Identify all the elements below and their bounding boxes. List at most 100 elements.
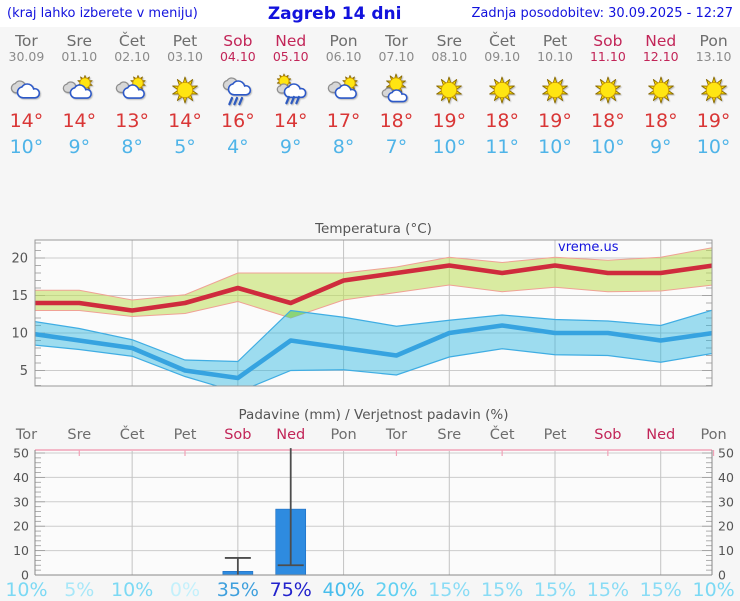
day-date: 05.10 [272, 49, 309, 64]
precipitation-probability: 10% [692, 579, 735, 601]
day-name: Čet [118, 32, 146, 50]
svg-text:40: 40 [718, 470, 734, 485]
low-temperature: 10° [9, 136, 44, 158]
page-title: Zagreb 14 dni [267, 3, 402, 24]
day-date: 12.10 [642, 49, 679, 64]
day-name: Pet [542, 32, 568, 50]
low-temperature: 5° [174, 136, 196, 158]
high-temperature: 14° [62, 110, 97, 132]
precipitation-probability: 15% [586, 579, 629, 601]
low-temperature: 9° [279, 136, 302, 158]
sun-rain-icon [274, 73, 308, 107]
precip-day-label: Pon [330, 427, 357, 443]
day-name: Čet [488, 32, 516, 50]
precipitation-chart-title: Padavine (mm) / Verjetnost padavin (%) [238, 407, 509, 423]
forecast-day-column: Tor 30.09 14° 10° [0, 30, 53, 170]
cloudy-icon [9, 73, 43, 107]
day-date: 09.10 [484, 49, 521, 64]
precipitation-probability: 5% [64, 579, 95, 601]
high-temperature: 19° [538, 110, 572, 132]
precip-day-label: Sre [437, 427, 462, 443]
low-temperature: 9° [68, 136, 91, 158]
svg-text:10: 10 [11, 327, 28, 342]
low-temperature: 10° [538, 136, 572, 158]
precipitation-probability: 10% [5, 579, 48, 601]
forecast-day-column: Sob 04.10 16° 4° [211, 30, 264, 170]
day-name: Ned [275, 32, 307, 50]
high-temperature: 14° [9, 110, 44, 132]
temperature-chart: 5 10 15 20 [11, 239, 713, 387]
day-date: 30.09 [8, 49, 45, 64]
forecast-day-column: Pet 03.10 14° 5° [159, 30, 212, 170]
rain-icon [221, 73, 255, 107]
partly-cloudy-icon [327, 73, 361, 107]
precipitation-probability-row: 10% 5% 10% 0% 35% 75% 40% 20% 15% 15% 15% 15% 15% 10% [0, 579, 740, 601]
high-temperature: 17° [326, 110, 361, 132]
precipitation-probability: 15% [428, 579, 471, 601]
precipitation-probability: 10% [111, 579, 154, 601]
high-temperature: 18° [379, 110, 414, 132]
forecast-day-column: Sob 11.10 18° 10° [581, 30, 634, 170]
precip-day-label: Ned [276, 427, 306, 443]
day-date: 04.10 [219, 49, 256, 64]
svg-text:20: 20 [718, 519, 734, 534]
forecast-day-column: Pon 06.10 17° 8° [317, 30, 370, 170]
low-temperature: 7° [385, 136, 408, 158]
high-temperature: 19° [696, 110, 731, 132]
day-date: 07.10 [378, 49, 415, 64]
day-date: 02.10 [114, 49, 151, 64]
sunny-icon [538, 73, 572, 107]
sunny-icon [697, 73, 731, 107]
forecast-day-column: Čet 02.10 13° 8° [106, 30, 159, 170]
forecast-day-column: Sre 08.10 19° 10° [423, 30, 476, 170]
vreme-us-link[interactable]: vreme.us [558, 240, 619, 255]
svg-text:40: 40 [13, 470, 29, 485]
high-temperature: 14° [168, 110, 202, 132]
precipitation-probability: 75% [269, 579, 312, 601]
day-date: 11.10 [589, 49, 626, 64]
precip-day-label: Sob [224, 427, 252, 443]
low-temperature: 9° [649, 136, 672, 158]
day-name: Ned [645, 32, 677, 50]
forecast-day-column: Čet 09.10 18° 11° [476, 30, 529, 170]
precip-day-label: Ned [646, 427, 676, 443]
forecast-day-column: Sre 01.10 14° 9° [53, 30, 106, 170]
precip-day-label: Pet [173, 427, 197, 443]
day-name: Pon [329, 32, 358, 50]
day-name: Sre [66, 32, 92, 50]
svg-text:15: 15 [11, 289, 28, 304]
low-temperature: 4° [227, 136, 249, 158]
mostly-sunny-icon [379, 73, 413, 107]
forecast-day-column: Ned 05.10 14° 9° [264, 30, 317, 170]
precip-day-label: Čet [489, 427, 515, 443]
forecast-strip: Tor 30.09 14° 10° Sre 01.10 14° 9° Čet 02.10 13° 8°… [0, 30, 740, 170]
low-temperature: 8° [121, 136, 143, 158]
svg-text:0: 0 [21, 568, 29, 583]
day-name: Sre [436, 32, 463, 50]
day-name: Tor [385, 32, 408, 50]
sunny-icon [485, 73, 519, 107]
sunny-icon [591, 73, 625, 107]
day-date: 06.10 [325, 49, 362, 64]
precip-day-label: Sob [594, 427, 622, 443]
day-name: Sob [593, 32, 623, 50]
svg-text:30: 30 [13, 494, 29, 509]
high-temperature: 13° [115, 110, 149, 132]
low-temperature: 11° [485, 136, 519, 158]
forecast-day-column: Tor 07.10 18° 7° [370, 30, 423, 170]
precip-day-label: Čet [119, 427, 145, 443]
last-update-text: Zadnja posodobitev: 30.09.2025 - 12:27 [471, 6, 733, 21]
svg-text:0: 0 [718, 568, 726, 583]
svg-text:30: 30 [718, 494, 734, 509]
precipitation-chart: 0 0 10 10 20 20 30 30 40 40 50 50 [13, 446, 734, 583]
high-temperature: 19° [432, 110, 467, 132]
precipitation-day-labels: Tor Sre Čet Pet Sob Ned Pon Tor Sre Čet Pet Sob Ned P… [0, 427, 740, 443]
day-name: Pet [172, 32, 198, 50]
svg-text:10: 10 [718, 543, 734, 558]
low-temperature: 10° [432, 136, 467, 158]
partly-cloudy-icon [115, 73, 149, 107]
forecast-day-column: Pet 10.10 19° 10° [529, 30, 582, 170]
high-temperature: 18° [485, 110, 519, 132]
precipitation-probability: 35% [216, 579, 259, 601]
